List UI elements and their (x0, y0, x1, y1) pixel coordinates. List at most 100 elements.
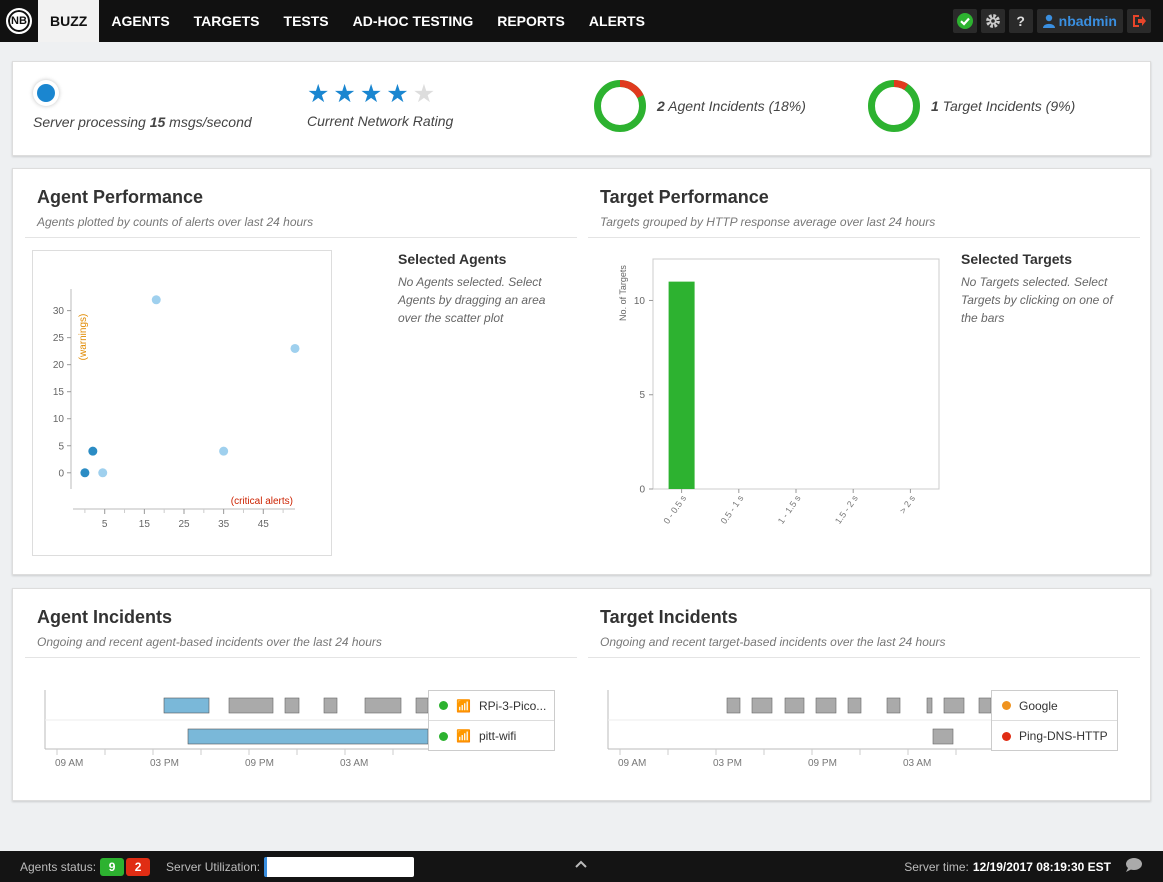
divider (25, 657, 577, 658)
network-rating-caption: Current Network Rating (307, 113, 454, 129)
agent-incidents-legend: 📶 RPi-3-Pico... 📶 pitt-wifi (428, 690, 555, 751)
incident-bar[interactable] (323, 697, 338, 714)
performance-panel: Agent Performance Agents plotted by coun… (12, 168, 1151, 575)
target-incidents-title: Target Incidents (600, 607, 738, 627)
incident-bar[interactable] (726, 697, 741, 714)
legend-label: Google (1019, 698, 1058, 713)
x-tick-label: 1 - 1.5 s (776, 493, 803, 526)
chevron-up-icon[interactable] (574, 858, 588, 872)
x-tick-label: > 2 s (898, 493, 918, 515)
agent-performance-subtitle: Agents plotted by counts of alerts over … (37, 215, 314, 229)
axis-label: 03 PM (713, 758, 742, 769)
y-axis-label: No. of Targets (618, 265, 628, 321)
target-incidents-timeline[interactable]: 09 AM 03 PM 09 PM 03 AM (596, 689, 1016, 771)
status-dot (1002, 731, 1011, 741)
incident-bar[interactable] (978, 697, 992, 714)
y-axis-label: (warnings) (78, 314, 89, 361)
agent-incidents-caption: 2 Agent Incidents (18%) (657, 98, 806, 114)
server-status-indicator (33, 80, 59, 106)
target-incidents-stat[interactable]: 1 Target Incidents (9%) (867, 79, 1075, 133)
main-nav: BUZZ AGENTS TARGETS TESTS AD-HOC TESTING… (38, 0, 657, 42)
incident-bar[interactable] (815, 697, 837, 714)
legend-item[interactable]: Ping-DNS-HTTP (992, 721, 1117, 751)
star-icon: ★ (412, 80, 436, 108)
legend-item[interactable]: 📶 pitt-wifi (429, 721, 554, 751)
target-incidents-legend: Google Ping-DNS-HTTP (991, 690, 1118, 751)
axis-label: 09 AM (55, 758, 83, 769)
target-performance-subtitle: Targets grouped by HTTP response average… (600, 215, 936, 229)
incident-bar[interactable] (751, 697, 773, 714)
scatter-plot-svg[interactable]: 0 5 10 15 20 25 30 5 15 25 35 45 (critical alerts) (w… (33, 251, 331, 555)
nav-buzz[interactable]: BUZZ (38, 0, 100, 42)
status-dot (439, 701, 448, 710)
y-tick-label: 5 (639, 390, 645, 401)
agent-incidents-donut (594, 80, 646, 132)
app-logo[interactable]: NB (0, 0, 38, 42)
nav-targets[interactable]: TARGETS (193, 13, 260, 29)
incident-bar[interactable] (943, 697, 965, 714)
nav-reports[interactable]: REPORTS (497, 13, 565, 29)
nav-alerts[interactable]: ALERTS (588, 13, 645, 29)
legend-label: pitt-wifi (478, 729, 517, 743)
bar (668, 281, 695, 489)
target-performance-title: Target Performance (600, 187, 769, 207)
agents-bad-badge[interactable]: 2 (126, 857, 151, 876)
incident-bar[interactable] (932, 728, 954, 745)
logout-icon[interactable] (1127, 9, 1151, 33)
agents-ok-badge[interactable]: 9 (100, 857, 125, 876)
status-dot (1002, 701, 1011, 710)
status-ok-icon[interactable] (952, 9, 977, 33)
selected-agents-text: No Agents selected. Select Agents by dra… (398, 275, 546, 325)
wifi-icon: 📶 (456, 698, 471, 713)
incident-bar[interactable] (415, 697, 429, 714)
server-rate: 15 (149, 114, 166, 130)
agent-incidents-stat[interactable]: 2 Agent Incidents (18%) (593, 79, 806, 133)
target-incidents-subtitle: Ongoing and recent target-based incident… (600, 635, 946, 649)
user-menu[interactable]: nbadmin (1036, 9, 1123, 33)
nav-tests[interactable]: TESTS (283, 13, 329, 29)
incident-bar[interactable] (784, 697, 805, 714)
x-tick-label: 5 (102, 519, 108, 530)
agent-scatter-chart[interactable]: 0 5 10 15 20 25 30 5 15 25 35 45 (critical alerts) (w… (32, 250, 332, 556)
x-tick-label: 35 (218, 519, 230, 530)
y-tick-label: 20 (53, 360, 65, 371)
incident-bar[interactable] (163, 697, 210, 714)
legend-item[interactable]: Google (992, 691, 1117, 721)
incident-bar[interactable] (187, 728, 429, 745)
y-tick-label: 10 (53, 414, 65, 425)
incident-bar[interactable] (886, 697, 901, 714)
agent-incidents-timeline[interactable]: 09 AM 03 PM 09 PM 03 AM (33, 689, 453, 771)
chat-icon[interactable] (1125, 857, 1143, 876)
incident-bar[interactable] (284, 697, 300, 714)
x-tick-label: 15 (139, 519, 151, 530)
nav-agents[interactable]: AGENTS (111, 13, 170, 29)
axis-label: 09 AM (618, 758, 646, 769)
user-icon (1042, 14, 1055, 28)
axis-label: 03 AM (903, 758, 931, 769)
y-tick-label: 25 (53, 333, 65, 344)
x-tick-label: 0.5 - 1 s (719, 493, 746, 526)
gear-icon[interactable] (980, 9, 1005, 33)
target-incidents-donut (868, 80, 920, 132)
target-bar-chart[interactable]: 0 5 10 No. of Targets 0 - 0.5 s 0.5 - 1 s 1 - … (601, 250, 941, 560)
axis-label: 09 PM (245, 758, 274, 769)
y-tick-label: 0 (58, 468, 64, 479)
incident-bar[interactable] (364, 697, 402, 714)
incident-bar[interactable] (926, 697, 933, 714)
axis-label: 09 PM (808, 758, 837, 769)
incident-bar[interactable] (847, 697, 862, 714)
x-tick-label: 25 (178, 519, 190, 530)
incident-bar[interactable] (228, 697, 274, 714)
selected-agents-title: Selected Agents (398, 251, 507, 267)
help-icon[interactable]: ? (1008, 9, 1033, 33)
bar-chart-svg[interactable]: 0 5 10 No. of Targets 0 - 0.5 s 0.5 - 1 s 1 - … (601, 250, 941, 560)
y-tick-label: 0 (639, 485, 645, 496)
wifi-icon: 📶 (456, 729, 471, 743)
nav-adhoc-testing[interactable]: AD-HOC TESTING (352, 13, 474, 29)
selected-targets-text: No Targets selected. Select Targets by c… (961, 275, 1113, 325)
legend-label: RPi-3-Pico... (478, 698, 547, 713)
legend-item[interactable]: 📶 RPi-3-Pico... (429, 691, 554, 721)
top-nav: NB BUZZ AGENTS TARGETS TESTS AD-HOC TEST… (0, 0, 1163, 42)
server-utilization-bar (264, 856, 415, 877)
nav-right-tools: ? nbadmin (952, 0, 1163, 42)
